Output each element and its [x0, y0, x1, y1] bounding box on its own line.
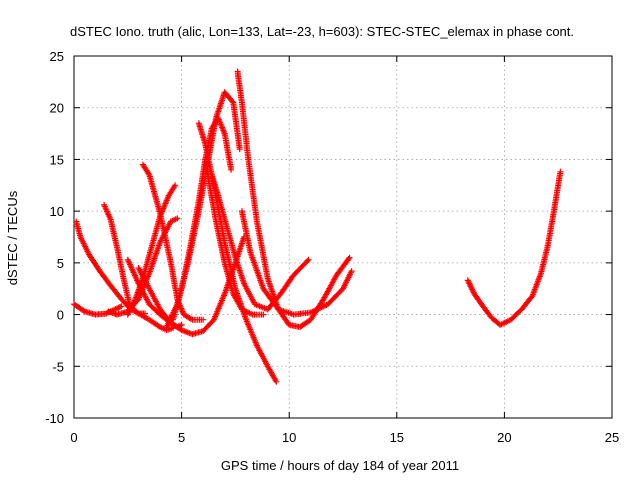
- x-tick-label: 5: [178, 430, 185, 445]
- series-13: [208, 171, 312, 313]
- series-12: [202, 156, 267, 318]
- plot-border: [73, 55, 613, 419]
- y-tick-label: 10: [50, 204, 64, 219]
- y-tick-label: 5: [57, 256, 64, 271]
- plot-frame: [73, 55, 613, 419]
- series-7: [124, 182, 179, 318]
- data-point-markers: [208, 171, 312, 313]
- data-point-markers: [464, 168, 564, 328]
- x-tick-label: 0: [70, 430, 77, 445]
- y-tick-label: 20: [50, 101, 64, 116]
- y-tick-label: 15: [50, 152, 64, 167]
- y-axis-ticks: -10 -5 0 5 10 15 20 25: [45, 49, 612, 426]
- y-tick-label: -10: [45, 411, 64, 426]
- x-tick-label: 10: [282, 430, 296, 445]
- data-point-markers: [124, 182, 179, 318]
- chart-title: dSTEC Iono. truth (alic, Lon=133, Lat=-2…: [70, 24, 574, 39]
- x-tick-label: 25: [605, 430, 619, 445]
- data-point-markers: [238, 208, 355, 318]
- x-axis-ticks: 0 5 10 15 20 25: [70, 56, 619, 445]
- x-tick-label: 15: [390, 430, 404, 445]
- data-series: [71, 68, 564, 385]
- series-15: [238, 208, 355, 318]
- data-point-markers: [202, 156, 267, 318]
- y-tick-label: 25: [50, 49, 64, 64]
- grid-lines: [74, 56, 612, 418]
- series-14: [234, 68, 353, 330]
- x-tick-label: 20: [497, 430, 511, 445]
- data-point-markers: [234, 68, 353, 330]
- x-axis-label: GPS time / hours of day 184 of year 2011: [221, 458, 459, 473]
- y-tick-label: 0: [57, 308, 64, 323]
- y-tick-label: -5: [52, 359, 64, 374]
- y-axis-label: dSTEC / TECUs: [5, 190, 20, 285]
- series-16: [464, 168, 564, 328]
